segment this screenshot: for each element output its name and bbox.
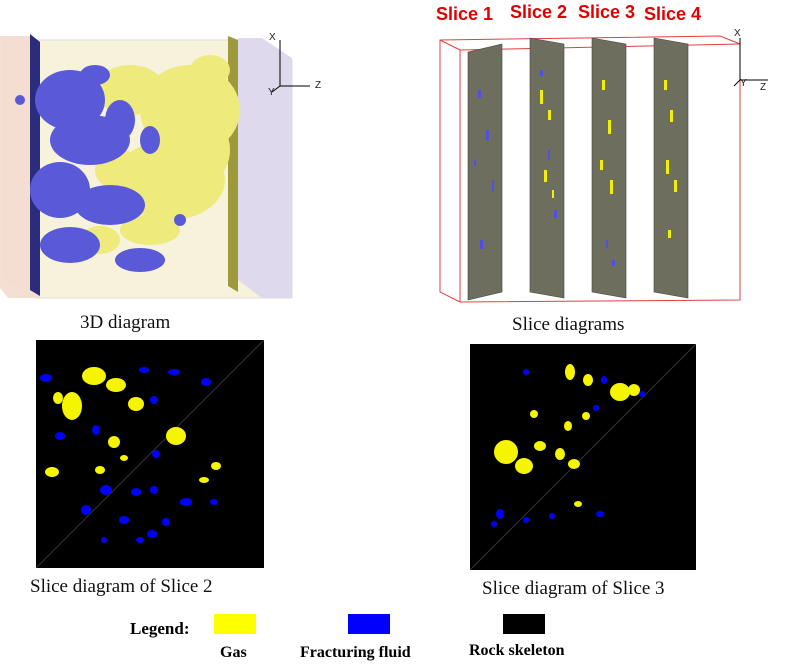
axis-z-label: Z <box>315 80 322 91</box>
slice-plane-3 <box>591 37 627 299</box>
legend-rock-label: Rock skeleton <box>469 642 565 659</box>
slice-2-render <box>35 339 265 569</box>
panel-slice-diagrams: X Y Z <box>430 28 770 310</box>
legend-rock-swatch <box>503 614 545 634</box>
slices-axis-x-label: X <box>734 28 741 39</box>
fluid-volume <box>15 65 186 272</box>
axis-triad <box>271 40 310 93</box>
slice-2-image <box>35 339 265 569</box>
legend-fluid-swatch <box>348 614 390 634</box>
slices-axis-z-label: Z <box>760 82 767 93</box>
caption-slice-diagrams: Slice diagrams <box>512 314 625 335</box>
caption-slice-3: Slice diagram of Slice 3 <box>482 578 665 599</box>
slice-tag-4: Slice 4 <box>644 4 702 24</box>
slice-plane-1 <box>467 43 503 301</box>
bounding-box <box>439 35 741 303</box>
caption-slice-2: Slice diagram of Slice 2 <box>30 576 213 597</box>
legend-gas-label: Gas <box>220 644 247 661</box>
panel-3d-diagram: X Y Z <box>0 30 330 305</box>
legend-fluid-label: Fracturing fluid <box>300 644 411 661</box>
slice-3-render <box>469 343 697 571</box>
caption-3d-diagram: 3D diagram <box>80 312 171 333</box>
slice-tag-2: Slice 2 <box>510 2 568 22</box>
axis-y-label: Y <box>268 87 275 98</box>
legend-gas-swatch <box>214 614 256 634</box>
gas-volume <box>80 55 240 254</box>
axis-x-label: X <box>269 32 276 43</box>
axis-triad-slices <box>733 38 768 87</box>
slice-3-image <box>469 343 697 571</box>
slice-plane-4 <box>653 37 689 299</box>
slice-render <box>439 35 768 303</box>
slice-plane-2 <box>529 37 565 299</box>
3d-render <box>0 34 310 299</box>
slices-axis-y-label: Y <box>740 78 747 89</box>
slice-tag-1: Slice 1 <box>436 4 494 24</box>
slice-tag-3: Slice 3 <box>578 2 636 22</box>
legend-title: Legend: <box>130 619 190 638</box>
